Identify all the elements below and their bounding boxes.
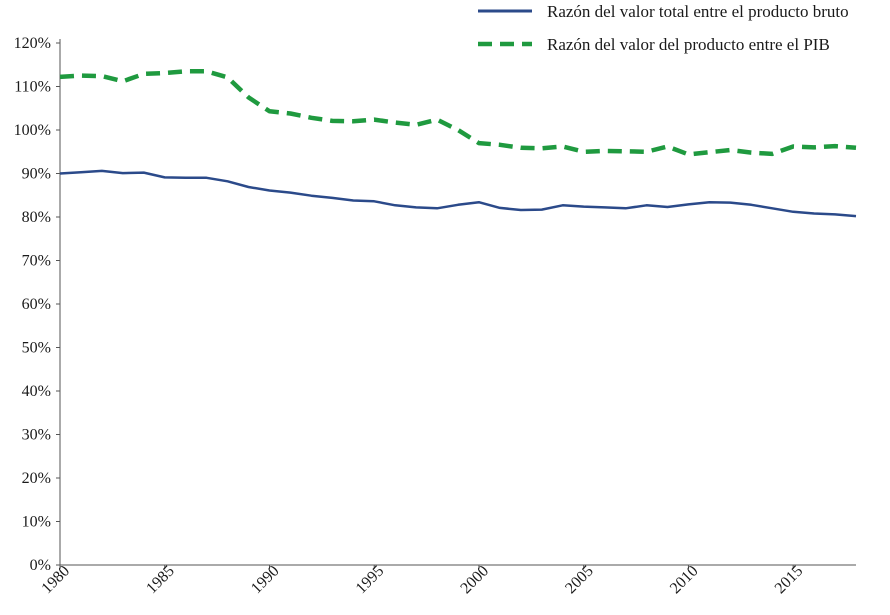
y-tick-label: 110% (14, 79, 51, 96)
legend: Razón del valor total entre el producto … (478, 2, 849, 54)
y-tick-label: 90% (22, 166, 51, 183)
y-tick-label: 70% (22, 253, 51, 270)
x-tick-label: 1985 (143, 562, 178, 597)
y-tick-label: 50% (22, 340, 51, 357)
x-tick-label: 1990 (248, 562, 283, 597)
legend-label-product-gdp-main: Razón del valor del producto entre el (547, 35, 803, 54)
y-tick-label: 0% (30, 557, 51, 574)
series-line-product-gdp (59, 69, 857, 157)
legend-label-total-value: Razón del valor total entre el producto … (547, 2, 849, 21)
x-tick-label: 2005 (562, 562, 597, 597)
x-axis: 1980 1985 1990 1995 2000 2005 2010 2015 (38, 562, 856, 597)
legend-label-product-gdp: Razón del valor del producto entre el PI… (547, 35, 830, 54)
x-tick-label: 2010 (667, 562, 702, 597)
series-layer (59, 69, 857, 218)
y-tick-label: 20% (22, 470, 51, 487)
y-tick-label: 120% (14, 35, 51, 52)
y-axis: 0% 10% 20% 30% 40% 50% 60% 70% 80% 90% 100% 110% 120… (14, 35, 61, 574)
y-tick-label: 40% (22, 383, 51, 400)
y-tick-label: 30% (22, 427, 51, 444)
legend-label-product-gdp-abbrev: PIB (803, 35, 829, 54)
y-tick-label: 60% (22, 296, 51, 313)
y-tick-label: 100% (14, 122, 51, 139)
x-tick-label: 2015 (772, 562, 807, 597)
y-tick-label: 80% (22, 209, 51, 226)
y-tick-label: 10% (22, 514, 51, 531)
series-line-total-value (59, 169, 857, 218)
x-tick-label: 1995 (353, 562, 388, 597)
x-tick-label: 2000 (457, 562, 492, 597)
